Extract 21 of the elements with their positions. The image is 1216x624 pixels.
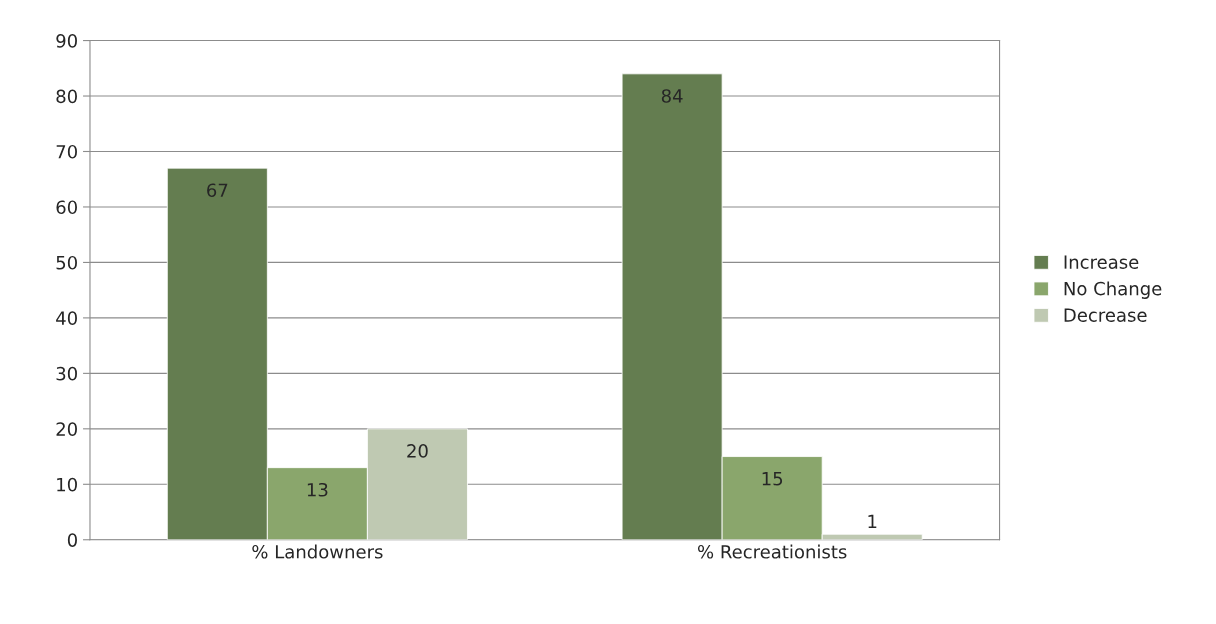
y-tick-label: 30 (56, 366, 77, 381)
y-tick-label: 10 (57, 477, 77, 492)
y-tick-label: 80 (56, 89, 77, 104)
y-tick-label: 70 (56, 144, 77, 159)
data-label: 84 (661, 89, 683, 103)
y-tick-label: 40 (56, 311, 77, 326)
legend-label: No Change (1064, 281, 1162, 299)
y-tick-label: 60 (56, 200, 77, 215)
y-tick-label: 50 (56, 255, 77, 270)
x-tick-label: % Landowners (252, 544, 383, 559)
legend-label: Decrease (1064, 308, 1147, 322)
data-label: 20 (407, 444, 428, 458)
data-label: 67 (207, 183, 228, 198)
legend-label: Increase (1064, 255, 1139, 269)
y-tick-label: 0 (67, 533, 77, 547)
data-label: 13 (307, 482, 328, 497)
y-tick-label: 90 (56, 34, 77, 48)
data-label: 15 (762, 472, 783, 486)
y-tick-label: 20 (56, 422, 77, 436)
data-label: 1 (868, 514, 877, 528)
x-tick-label: % Recreationists (697, 544, 847, 559)
